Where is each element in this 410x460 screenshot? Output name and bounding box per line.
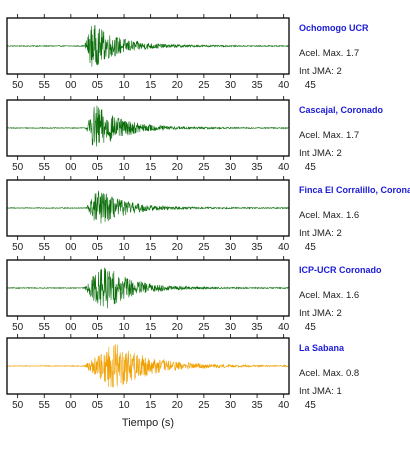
- station-name: La Sabana: [299, 343, 345, 353]
- tick-label: 50: [12, 322, 24, 333]
- tick-label: 10: [118, 322, 130, 333]
- panel-5: 50 55 00 05 10 15 20 25 30 35 40 45 La Sabana Acel. M…: [6, 334, 359, 411]
- tick-label: 00: [65, 80, 77, 91]
- seismogram-panels: 50 55 00 05 10 15 20 25 30 35 40 45 Ochomogo UCR Acel…: [6, 14, 410, 411]
- tick-label: 35: [252, 80, 264, 91]
- x-axis-label: Tiempo (s): [122, 417, 174, 429]
- tick-label: 25: [198, 162, 210, 173]
- tick-label: 10: [118, 242, 130, 253]
- tick-label: 35: [252, 322, 264, 333]
- tick-label: 20: [172, 162, 184, 173]
- panel-1: 50 55 00 05 10 15 20 25 30 35 40 45 Ochomogo UCR Acel…: [6, 14, 369, 91]
- waveform-trace: [7, 190, 289, 224]
- tick-label: 20: [172, 400, 184, 411]
- tick-label: 50: [12, 242, 24, 253]
- tick-label: 45: [305, 400, 317, 411]
- tick-label: 05: [92, 400, 104, 411]
- accel-max-label: Acel. Max. 1.6: [299, 210, 359, 221]
- tick-label: 55: [39, 80, 51, 91]
- tick-label: 30: [225, 162, 237, 173]
- jma-intensity-label: Int JMA: 2: [299, 228, 342, 239]
- tick-label: 35: [252, 400, 264, 411]
- tick-label: 50: [12, 80, 24, 91]
- panel-frame: [6, 259, 290, 317]
- panel-frame: [6, 337, 290, 395]
- tick-label: 20: [172, 242, 184, 253]
- tick-label: 55: [39, 322, 51, 333]
- tick-label: 40: [278, 162, 290, 173]
- tick-label: 45: [305, 322, 317, 333]
- tick-label: 05: [92, 322, 104, 333]
- tick-label: 40: [278, 322, 290, 333]
- tick-label: 35: [252, 162, 264, 173]
- tick-label: 40: [278, 400, 290, 411]
- station-name: Cascajal, Coronado: [299, 105, 384, 115]
- tick-label: 00: [65, 400, 77, 411]
- waveform-trace: [7, 25, 289, 67]
- tick-label: 50: [12, 162, 24, 173]
- tick-label: 40: [278, 80, 290, 91]
- waveform-trace: [7, 267, 289, 309]
- panel-frame: [6, 99, 290, 157]
- tick-label: 05: [92, 162, 104, 173]
- station-name: ICP-UCR Coronado: [299, 265, 382, 275]
- jma-intensity-label: Int JMA: 2: [299, 308, 342, 319]
- tick-label: 10: [118, 400, 130, 411]
- tick-label: 15: [145, 322, 157, 333]
- tick-label: 45: [305, 80, 317, 91]
- tick-label: 15: [145, 400, 157, 411]
- tick-label: 05: [92, 242, 104, 253]
- tick-label: 15: [145, 242, 157, 253]
- tick-label: 30: [225, 400, 237, 411]
- tick-label: 15: [145, 80, 157, 91]
- tick-label: 30: [225, 80, 237, 91]
- tick-label: 40: [278, 242, 290, 253]
- tick-label: 20: [172, 80, 184, 91]
- tick-label: 00: [65, 242, 77, 253]
- tick-label: 55: [39, 162, 51, 173]
- tick-label: 45: [305, 162, 317, 173]
- accel-max-label: Acel. Max. 1.7: [299, 130, 359, 141]
- panel-frame: [6, 17, 290, 75]
- jma-intensity-label: Int JMA: 2: [299, 66, 342, 77]
- waveform-trace: [7, 105, 289, 147]
- tick-label: 55: [39, 400, 51, 411]
- tick-label: 25: [198, 242, 210, 253]
- tick-label: 20: [172, 322, 184, 333]
- tick-label: 30: [225, 242, 237, 253]
- tick-label: 25: [198, 322, 210, 333]
- panel-2: 50 55 00 05 10 15 20 25 30 35 40 45 Cascajal, Corona…: [6, 96, 384, 173]
- accel-max-label: Acel. Max. 1.6: [299, 290, 359, 301]
- station-name: Ochomogo UCR: [299, 23, 369, 33]
- tick-label: 10: [118, 162, 130, 173]
- tick-label: 45: [305, 242, 317, 253]
- panel-frame: [6, 179, 290, 237]
- jma-intensity-label: Int JMA: 2: [299, 148, 342, 159]
- tick-label: 35: [252, 242, 264, 253]
- jma-intensity-label: Int JMA: 1: [299, 386, 342, 397]
- panel-4: 50 55 00 05 10 15 20 25 30 35 40 45 ICP-UCR Coronado…: [6, 256, 382, 333]
- tick-label: 10: [118, 80, 130, 91]
- tick-label: 15: [145, 162, 157, 173]
- tick-label: 55: [39, 242, 51, 253]
- tick-label: 30: [225, 322, 237, 333]
- panel-3: 50 55 00 05 10 15 20 25 30 35 40 45 Finca El Corrali…: [6, 176, 410, 253]
- accel-max-label: Acel. Max. 1.7: [299, 48, 359, 59]
- waveform-trace: [7, 344, 289, 388]
- tick-label: 25: [198, 400, 210, 411]
- accel-max-label: Acel. Max. 0.8: [299, 368, 359, 379]
- tick-label: 50: [12, 400, 24, 411]
- tick-label: 00: [65, 322, 77, 333]
- station-name: Finca El Corralillo, Coronado: [299, 185, 410, 195]
- tick-label: 00: [65, 162, 77, 173]
- tick-label: 25: [198, 80, 210, 91]
- tick-label: 05: [92, 80, 104, 91]
